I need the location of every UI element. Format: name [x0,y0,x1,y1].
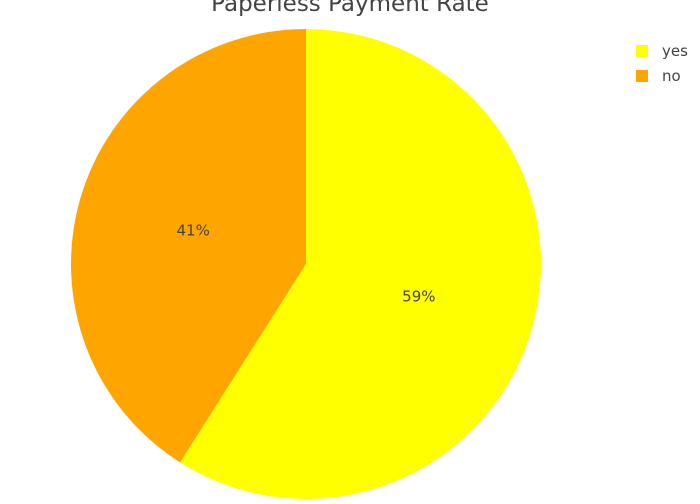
chart-title: Paperless Payment Rate [211,0,489,17]
legend-label-yes: yes [662,41,688,60]
legend-swatch-no [636,69,648,82]
legend-swatch-yes [636,44,648,57]
legend: yes no [636,38,688,88]
slice-label-no: 41% [176,222,209,240]
legend-item-yes[interactable]: yes [636,38,688,63]
slice-label-yes: 59% [402,287,435,305]
legend-item-no[interactable]: no [636,63,688,88]
legend-label-no: no [662,66,681,85]
pie-slice-yes[interactable] [180,29,542,500]
pie-slice-no[interactable] [71,29,306,463]
